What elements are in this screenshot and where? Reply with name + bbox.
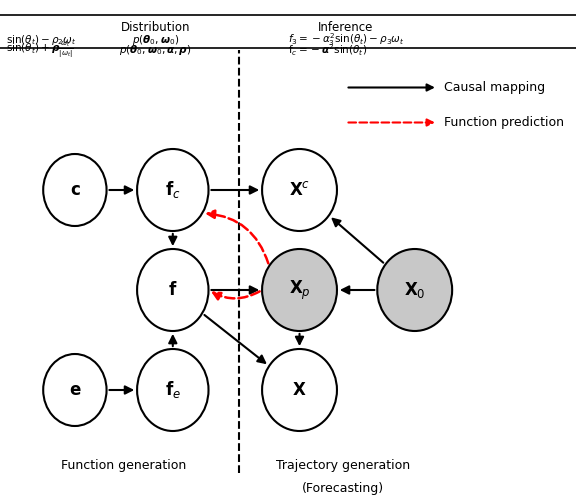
Text: $\mathbf{X}$: $\mathbf{X}$ bbox=[292, 381, 307, 399]
Ellipse shape bbox=[137, 349, 209, 431]
Text: $\mathbf{c}$: $\mathbf{c}$ bbox=[70, 181, 80, 199]
Text: $p(\boldsymbol{\theta}_0, \boldsymbol{\omega}_0)$: $p(\boldsymbol{\theta}_0, \boldsymbol{\o… bbox=[132, 33, 179, 47]
Ellipse shape bbox=[262, 149, 337, 231]
Text: $\mathbf{X}_0$: $\mathbf{X}_0$ bbox=[404, 280, 426, 300]
Ellipse shape bbox=[137, 149, 209, 231]
Text: $\mathbf{f}_e$: $\mathbf{f}_e$ bbox=[165, 380, 181, 400]
Text: $p(\boldsymbol{\theta}_0, \boldsymbol{\omega}_0, \boldsymbol{\alpha}, \boldsymbo: $p(\boldsymbol{\theta}_0, \boldsymbol{\o… bbox=[119, 43, 192, 57]
Ellipse shape bbox=[262, 349, 337, 431]
Text: Distribution: Distribution bbox=[121, 21, 190, 34]
Text: $f_3 = -\alpha_3^2\sin(\theta_t) - \rho_3\omega_t$: $f_3 = -\alpha_3^2\sin(\theta_t) - \rho_… bbox=[288, 32, 405, 48]
Ellipse shape bbox=[262, 249, 337, 331]
Text: $\mathbf{X}^c$: $\mathbf{X}^c$ bbox=[289, 181, 310, 199]
Text: Function generation: Function generation bbox=[61, 460, 187, 472]
Text: Function prediction: Function prediction bbox=[444, 116, 563, 129]
Ellipse shape bbox=[137, 249, 209, 331]
Text: Trajectory generation: Trajectory generation bbox=[276, 460, 410, 472]
Text: $\mathbf{e}$: $\mathbf{e}$ bbox=[69, 381, 81, 399]
Text: $\mathbf{X}_p$: $\mathbf{X}_p$ bbox=[289, 278, 310, 301]
Text: $\sin(\theta_t)+\boldsymbol{\rho}\frac{\omega_t}{|\omega_t|}$: $\sin(\theta_t)+\boldsymbol{\rho}\frac{\… bbox=[6, 40, 74, 60]
Ellipse shape bbox=[377, 249, 452, 331]
Text: $\mathbf{f}_c$: $\mathbf{f}_c$ bbox=[165, 180, 181, 201]
Text: (Forecasting): (Forecasting) bbox=[302, 482, 384, 495]
Text: $\mathrm{f}_c = -\boldsymbol{\alpha}^2\sin(\theta_t)$: $\mathrm{f}_c = -\boldsymbol{\alpha}^2\s… bbox=[288, 42, 367, 58]
Text: Inference: Inference bbox=[318, 21, 373, 34]
Ellipse shape bbox=[43, 154, 107, 226]
Text: $\mathbf{f}$: $\mathbf{f}$ bbox=[168, 281, 177, 299]
Ellipse shape bbox=[43, 354, 107, 426]
Text: Causal mapping: Causal mapping bbox=[444, 81, 545, 94]
Text: $\sin(\theta_t) - \rho_2\omega_t$: $\sin(\theta_t) - \rho_2\omega_t$ bbox=[6, 33, 76, 47]
